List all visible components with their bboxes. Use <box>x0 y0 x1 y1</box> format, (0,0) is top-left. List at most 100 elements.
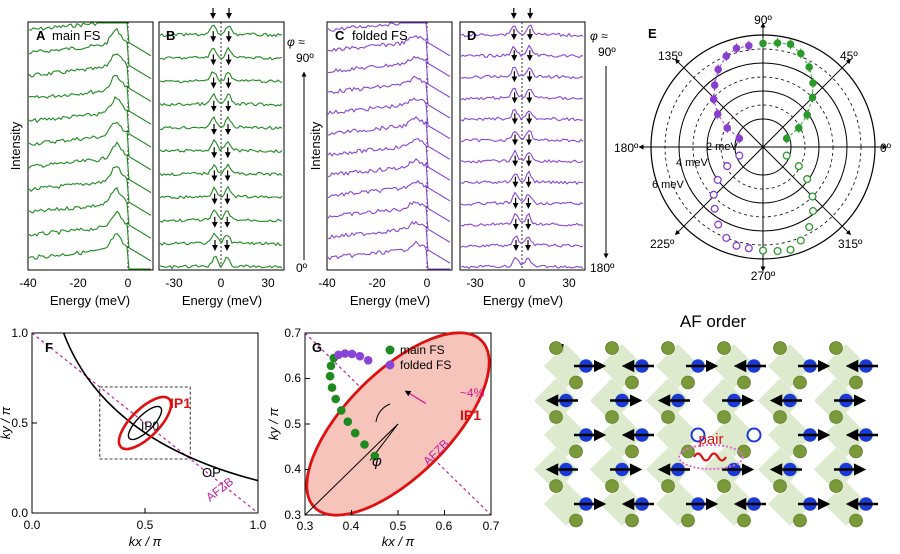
label-op: OP <box>202 465 221 480</box>
polar-fit-curve <box>762 42 814 139</box>
oxygen-atom <box>717 410 731 424</box>
op-curve <box>62 332 259 482</box>
panel-g-ytick-5: 0.7 <box>284 326 301 340</box>
panel-c-tick-2: -20 <box>368 276 386 290</box>
radius-6mev: 6 meV <box>652 179 684 191</box>
panel-g: G 0.7 0.6 0.5 0.4 0.3 0.3 0.4 0.5 0.6 0.… <box>266 326 500 549</box>
oxygen-atom <box>717 479 731 493</box>
oxygen-atom <box>681 513 695 528</box>
edc-curve <box>28 53 152 102</box>
edc-curve <box>327 97 451 140</box>
polar-points <box>709 38 818 256</box>
oxygen-atom <box>773 341 787 355</box>
pair-ellipse <box>678 444 744 470</box>
oxygen-atom <box>681 375 695 390</box>
panel-g-xtick-3: 0.5 <box>390 519 407 533</box>
symmetrized-curve <box>460 108 583 122</box>
edc-curve <box>28 166 152 216</box>
edc-curve <box>29 22 152 57</box>
symmetrized-curve <box>159 46 283 61</box>
oxygen-atom <box>773 410 787 424</box>
panel-f-ytick-2: 0.5 <box>11 416 28 430</box>
panel-b-tick-3: 30 <box>261 276 275 290</box>
folded-fs-point <box>355 351 365 361</box>
panel-g-ytick-4: 0.6 <box>284 371 301 385</box>
folded-fs-point <box>340 349 350 358</box>
legend-folded-label: folded FS <box>400 358 451 372</box>
panel-d-xlabel: Energy (meV) <box>483 293 563 308</box>
panel-c-tick-3: 0 <box>424 276 431 290</box>
edc-curve <box>327 116 451 160</box>
panel-g-content <box>304 331 492 517</box>
phi-right-bottom: 180º <box>590 261 615 275</box>
panel-a-ylabel: Intensity <box>8 121 23 170</box>
panel-d-peak-arrows <box>510 8 534 251</box>
oxygen-atom <box>737 513 751 528</box>
edc-curve <box>327 179 451 223</box>
pair-bond <box>693 452 727 462</box>
edc-curve <box>28 210 152 262</box>
symmetrized-curve <box>159 71 283 84</box>
polar-spoke <box>674 146 764 236</box>
panel-e: E 90º 270º 0º 180º 45º 135º 225º 315º 2 … <box>614 13 892 283</box>
polar-spoke <box>762 58 852 148</box>
ip0-ellipse <box>127 405 163 441</box>
angle-90: 90º <box>754 13 772 27</box>
oxygen-atom <box>569 444 583 459</box>
symmetrized-curve <box>460 87 584 101</box>
oxygen-atom <box>605 341 619 355</box>
polar-point-open <box>710 204 719 213</box>
polar-point-open <box>735 151 744 160</box>
oxygen-atom <box>717 341 731 355</box>
hole-site <box>690 427 706 443</box>
panel-f-ylabel: ky / π <box>0 406 13 439</box>
afzb-line <box>31 332 259 514</box>
oxygen-atom <box>829 479 843 493</box>
panel-a-letter: A <box>36 28 46 43</box>
symmetrized-curve <box>159 24 283 38</box>
symmetrized-curve <box>159 255 283 270</box>
panel-d-tick-2: 0 <box>519 276 526 290</box>
panel-d-curves <box>460 24 584 270</box>
panel-c-title: folded FS <box>352 28 408 43</box>
oxygen-atom <box>829 341 843 355</box>
polar-spoke <box>762 146 852 236</box>
oxygen-atom <box>737 375 751 390</box>
polar-point-open <box>786 245 795 254</box>
oxygen-atom <box>549 410 563 424</box>
angle-270: 270º <box>751 269 776 283</box>
symmetrized-curve <box>460 235 584 248</box>
edc-curve <box>327 35 451 77</box>
polar-point-open <box>732 241 741 250</box>
edc-curve <box>327 220 451 264</box>
panel-f-xlabel: kx / π <box>129 534 162 549</box>
phi-right-top: 90º <box>598 45 616 59</box>
panel-b-peak-arrows <box>210 8 232 251</box>
oxygen-atom <box>793 513 807 528</box>
oxygen-atom <box>793 444 807 459</box>
symmetrized-curve <box>460 170 584 185</box>
symmetrized-curve <box>460 212 584 227</box>
edc-curve <box>327 137 451 181</box>
panel-g-xtick-5: 0.7 <box>483 519 500 533</box>
panel-e-letter: E <box>648 26 657 41</box>
edc-curve <box>28 121 152 171</box>
panel-h: AF order H pair <box>534 312 878 528</box>
panel-f-ytick-3: 1.0 <box>11 326 28 340</box>
polar-point-open <box>722 233 731 242</box>
oxygen-atom <box>625 444 639 459</box>
panel-b-curves <box>159 24 283 270</box>
angle-45: 45º <box>840 49 858 63</box>
symmetrized-curve <box>159 209 283 223</box>
oxygen-atom <box>849 375 863 390</box>
legend-main-marker <box>385 345 395 355</box>
folded-fs-point <box>347 349 357 359</box>
oxygen-atom <box>549 479 563 493</box>
oxygen-atom <box>661 341 675 355</box>
gamma-line <box>304 423 399 516</box>
radius-4mev: 4 meV <box>676 157 708 169</box>
angle-135: 135º <box>658 49 683 63</box>
panel-a-xlabel: Energy (meV) <box>50 293 130 308</box>
panel-f-ytick-1: 0.0 <box>11 506 28 520</box>
